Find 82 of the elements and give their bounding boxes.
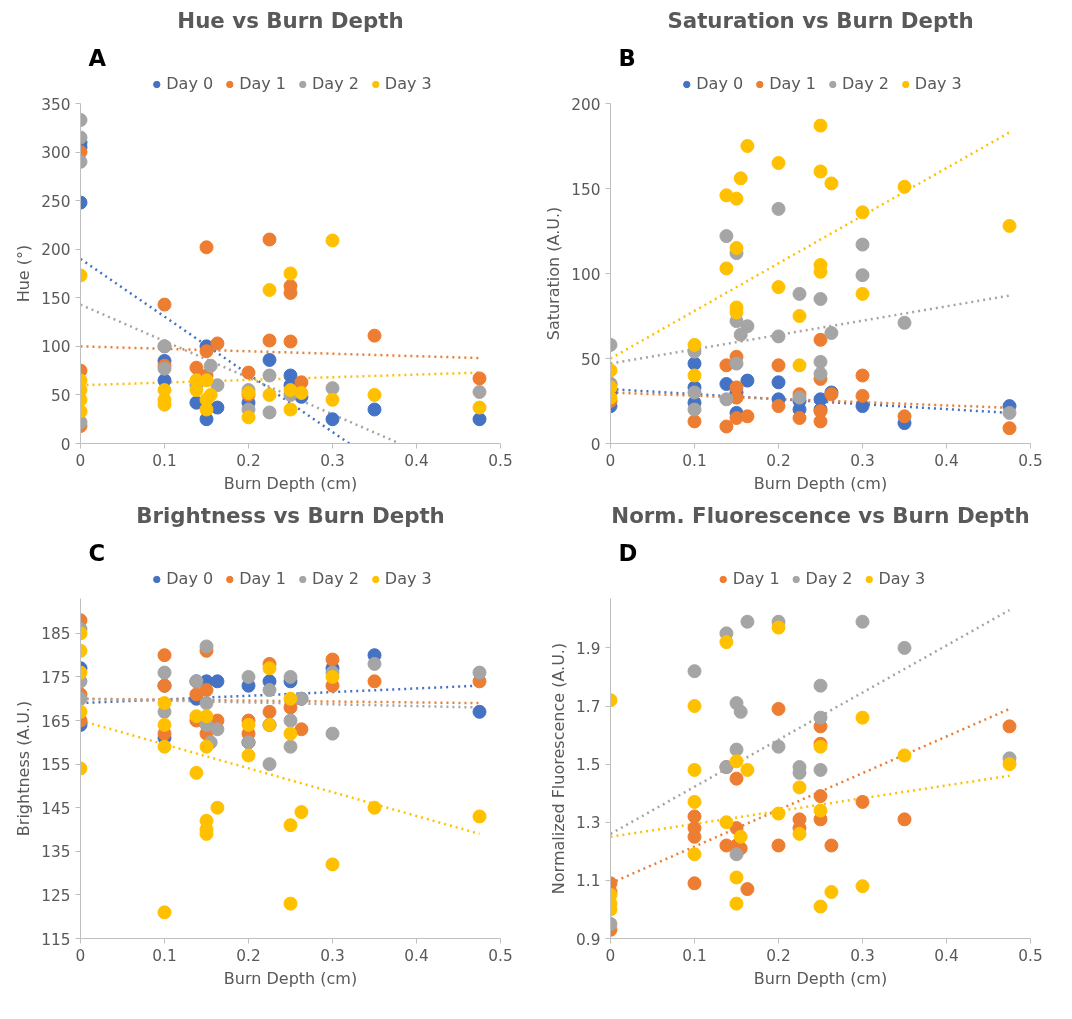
y-tick-label: 155: [41, 756, 71, 775]
y-tick-label: 1.7: [576, 698, 601, 717]
legend-label: Day 2: [312, 74, 359, 93]
y-tick-label: 200: [41, 241, 71, 260]
legend-label: Day 1: [239, 74, 286, 93]
y-tick-label: 150: [571, 180, 601, 199]
x-tick-label: 0.1: [682, 451, 707, 470]
y-tick-label: 200: [571, 95, 601, 114]
chart-title: Brightness vs Burn Depth: [136, 502, 445, 528]
text: C: [88, 539, 106, 566]
y-tick-label: 135: [41, 843, 71, 862]
y-tick-label: 125: [41, 886, 71, 905]
y-axis-title: Normalized Fluorescence (A.U.): [549, 642, 569, 895]
x-tick-label: 0.5: [488, 451, 513, 470]
x-tick-label: 0.2: [766, 946, 791, 965]
legend-label: Day 0: [696, 74, 744, 93]
y-tick-label: 185: [41, 625, 71, 644]
legend-label: Day 2: [805, 569, 853, 588]
x-tick-label: 0: [605, 946, 616, 965]
y-tick-label: 300: [41, 144, 71, 163]
x-tick-label: 0.2: [236, 946, 261, 965]
y-tick-label: 165: [41, 712, 71, 731]
y-tick-label: 1.3: [576, 814, 601, 833]
x-tick-label: 0.1: [152, 451, 177, 470]
y-tick-label: 50: [581, 350, 601, 369]
chart-title: Norm. Fluorescence vs Burn Depth: [611, 502, 1030, 528]
legend-label: Day 3: [384, 569, 432, 588]
y-tick-label: 250: [41, 192, 71, 211]
text: D: [618, 539, 638, 566]
legend-label: Day 1: [769, 74, 816, 93]
text: A: [88, 44, 107, 71]
x-axis-title: Burn Depth (cm): [753, 473, 888, 493]
x-tick-label: 0: [75, 451, 86, 470]
x-tick-label: 0.4: [934, 946, 959, 965]
chart-title: Hue vs Burn Depth: [177, 7, 404, 33]
x-tick-label: 0.5: [1018, 451, 1043, 470]
x-tick-label: 0.3: [320, 946, 345, 965]
y-tick-label: 115: [41, 930, 71, 949]
x-axis-title: Burn Depth (cm): [223, 473, 358, 493]
x-tick-label: 0: [75, 946, 86, 965]
legend-label: Day 1: [732, 569, 780, 588]
x-tick-label: 0.3: [850, 451, 875, 470]
y-axis-title: Brightness (A.U.): [14, 700, 34, 837]
y-tick-label: 0.9: [576, 930, 601, 949]
y-tick-label: 100: [41, 338, 71, 357]
y-tick-label: 145: [41, 799, 71, 818]
y-tick-label: 1.5: [576, 756, 601, 775]
x-tick-label: 0.5: [488, 946, 513, 965]
x-tick-label: 0.2: [766, 451, 791, 470]
chart-title: Saturation vs Burn Depth: [667, 7, 974, 33]
y-tick-label: 0: [590, 435, 601, 454]
y-axis-title: Saturation (A.U.): [544, 206, 564, 341]
legend-label: Day 0: [166, 569, 214, 588]
y-tick-label: 175: [41, 668, 71, 687]
x-tick-label: 0.5: [1018, 946, 1043, 965]
x-tick-label: 0.3: [850, 946, 875, 965]
legend-label: Day 0: [166, 74, 214, 93]
y-axis-title: Hue (°): [14, 244, 34, 303]
legend-label: Day 3: [914, 74, 962, 93]
x-axis-title: Burn Depth (cm): [753, 968, 888, 988]
y-tick-label: 50: [51, 386, 71, 405]
x-tick-label: 0.4: [404, 946, 429, 965]
y-tick-label: 350: [41, 95, 71, 114]
text: B: [618, 44, 636, 71]
y-tick-label: 1.9: [576, 639, 601, 658]
y-tick-label: 100: [571, 265, 601, 284]
x-tick-label: 0.1: [152, 946, 177, 965]
x-axis-title: Burn Depth (cm): [223, 968, 358, 988]
x-tick-label: 0.2: [236, 451, 261, 470]
legend-label: Day 3: [384, 74, 432, 93]
y-tick-label: 0: [60, 435, 71, 454]
legend-label: Day 2: [842, 74, 889, 93]
x-tick-label: 0.1: [682, 946, 707, 965]
y-tick-label: 1.1: [576, 872, 601, 891]
x-tick-label: 0.4: [404, 451, 429, 470]
legend-label: Day 2: [312, 569, 359, 588]
legend-label: Day 1: [239, 569, 286, 588]
x-tick-label: 0.4: [934, 451, 959, 470]
legend-label: Day 3: [878, 569, 926, 588]
x-tick-label: 0: [605, 451, 616, 470]
y-tick-label: 150: [41, 289, 71, 308]
x-tick-label: 0.3: [320, 451, 345, 470]
